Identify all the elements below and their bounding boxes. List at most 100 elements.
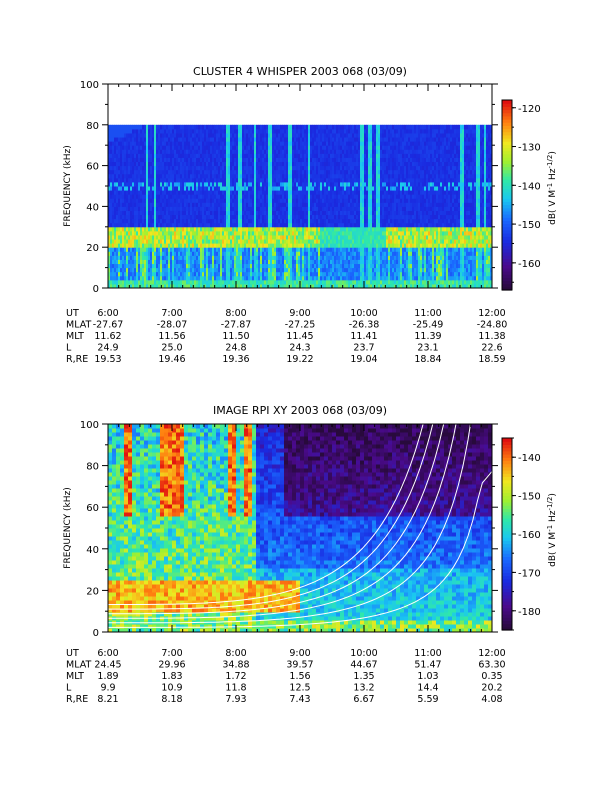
heat-cell — [252, 190, 255, 195]
heat-cell — [352, 222, 355, 228]
heat-cell — [242, 251, 245, 256]
heat-cell — [134, 243, 137, 248]
heat-cell — [246, 149, 249, 154]
heat-cell — [236, 177, 239, 183]
heat-cell — [326, 169, 329, 175]
heat-cell — [124, 263, 127, 269]
heat-cell — [258, 226, 261, 232]
heat-cell — [108, 149, 111, 154]
heat-cell — [188, 234, 191, 240]
heat-cell — [278, 194, 281, 199]
heat-cell — [282, 283, 285, 288]
heat-cell — [156, 198, 159, 203]
heat-cell — [320, 145, 323, 150]
heat-cell — [324, 251, 327, 256]
heat-cell — [290, 202, 293, 207]
heat-cell — [344, 190, 347, 195]
heat-cell — [352, 190, 355, 195]
heat-cell — [226, 190, 229, 195]
heat-cell — [126, 226, 129, 232]
heat-cell — [112, 181, 115, 187]
heat-cell — [126, 279, 129, 285]
heat-cell — [344, 173, 347, 179]
heat-cell — [132, 243, 135, 248]
heat-cell — [116, 275, 119, 281]
heat-cell — [114, 194, 117, 199]
heat-cell — [246, 243, 249, 248]
heat-cell — [246, 161, 249, 167]
heat-cell — [230, 218, 233, 224]
heat-cell — [126, 210, 129, 216]
heat-cell — [208, 206, 211, 211]
heat-cell — [216, 222, 219, 228]
heat-cell — [210, 267, 213, 273]
heat-cell — [156, 181, 159, 187]
heat-cell — [220, 222, 223, 228]
heat-cell — [330, 141, 333, 146]
heat-cell — [324, 255, 327, 260]
heat-cell — [306, 234, 309, 240]
heat-cell — [280, 263, 283, 269]
heat-cell — [258, 218, 261, 224]
heat-cell — [180, 149, 183, 154]
heat-cell — [310, 226, 313, 232]
heat-cell — [196, 132, 199, 138]
heat-cell — [328, 222, 331, 228]
heat-cell — [236, 157, 239, 163]
heat-cell — [236, 165, 239, 171]
heat-cell — [350, 169, 353, 175]
heat-cell — [318, 243, 321, 248]
heat-cell — [130, 214, 133, 220]
heat-cell — [238, 137, 241, 142]
heat-cell — [224, 255, 227, 260]
heat-cell — [346, 141, 349, 146]
heat-cell — [336, 206, 339, 211]
heat-cell — [144, 259, 147, 265]
heat-cell — [150, 218, 153, 224]
heat-cell — [126, 165, 129, 171]
heat-cell — [332, 181, 335, 187]
heat-cell — [156, 202, 159, 207]
heat-cell — [278, 210, 281, 216]
heat-cell — [322, 222, 325, 228]
heat-cell — [222, 206, 225, 211]
heat-cell — [186, 247, 189, 252]
heat-cell — [112, 186, 115, 191]
heat-cell — [130, 234, 133, 240]
heat-cell — [306, 202, 309, 207]
heat-cell — [112, 243, 115, 248]
heat-cell — [212, 283, 215, 288]
heat-cell — [326, 234, 329, 240]
heat-cell — [236, 132, 239, 138]
heat-cell — [206, 132, 209, 138]
heat-cell — [258, 202, 261, 207]
heat-cell — [144, 128, 147, 134]
heat-cell — [296, 206, 299, 211]
heat-cell — [282, 177, 285, 183]
heat-cell — [234, 186, 237, 191]
heat-cell — [276, 161, 279, 167]
heat-cell — [186, 214, 189, 220]
heat-cell — [274, 202, 277, 207]
heat-cell — [148, 157, 151, 163]
heat-cell — [200, 161, 203, 167]
heat-cell — [204, 153, 207, 158]
heat-cell — [306, 198, 309, 203]
heat-cell — [336, 165, 339, 171]
heat-cell — [202, 124, 205, 130]
heat-cell — [236, 275, 239, 281]
heat-cell — [280, 165, 283, 171]
heat-cell — [186, 226, 189, 232]
heat-cell — [230, 267, 233, 273]
heat-cell — [188, 279, 191, 285]
heat-cell — [272, 124, 275, 130]
heat-cell — [250, 275, 253, 281]
heat-cell — [308, 275, 311, 281]
heat-cell — [210, 128, 213, 134]
heat-cell — [172, 239, 175, 244]
heat-cell — [264, 214, 267, 220]
heat-cell — [246, 165, 249, 171]
heat-cell — [182, 226, 185, 232]
heat-cell — [184, 234, 187, 240]
heat-cell — [254, 226, 257, 232]
